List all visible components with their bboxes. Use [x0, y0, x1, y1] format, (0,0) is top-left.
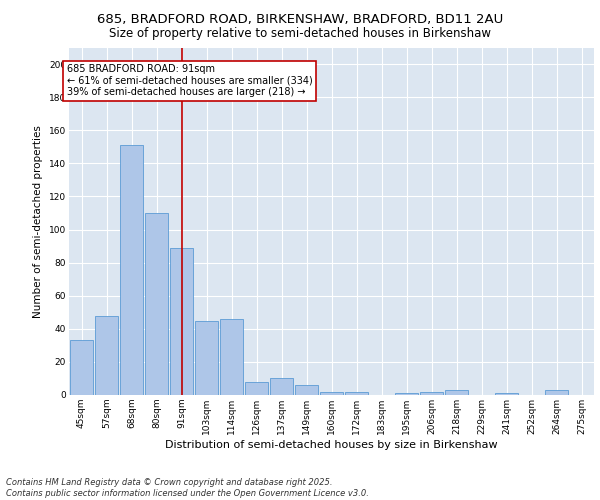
Bar	[395, 394, 418, 395]
Bar	[220, 319, 243, 395]
Text: Contains HM Land Registry data © Crown copyright and database right 2025.
Contai: Contains HM Land Registry data © Crown c…	[6, 478, 369, 498]
Bar	[195, 320, 218, 395]
Bar	[170, 248, 193, 395]
Bar	[95, 316, 118, 395]
Bar	[120, 145, 143, 395]
Bar	[70, 340, 93, 395]
Text: Size of property relative to semi-detached houses in Birkenshaw: Size of property relative to semi-detach…	[109, 28, 491, 40]
Y-axis label: Number of semi-detached properties: Number of semi-detached properties	[34, 125, 43, 318]
Bar	[495, 394, 518, 395]
Bar	[145, 213, 168, 395]
Bar	[445, 390, 468, 395]
Bar	[270, 378, 293, 395]
X-axis label: Distribution of semi-detached houses by size in Birkenshaw: Distribution of semi-detached houses by …	[165, 440, 498, 450]
Bar	[420, 392, 443, 395]
Bar	[545, 390, 568, 395]
Text: 685 BRADFORD ROAD: 91sqm
← 61% of semi-detached houses are smaller (334)
39% of : 685 BRADFORD ROAD: 91sqm ← 61% of semi-d…	[67, 64, 312, 97]
Bar	[295, 385, 318, 395]
Bar	[320, 392, 343, 395]
Text: 685, BRADFORD ROAD, BIRKENSHAW, BRADFORD, BD11 2AU: 685, BRADFORD ROAD, BIRKENSHAW, BRADFORD…	[97, 12, 503, 26]
Bar	[345, 392, 368, 395]
Bar	[245, 382, 268, 395]
